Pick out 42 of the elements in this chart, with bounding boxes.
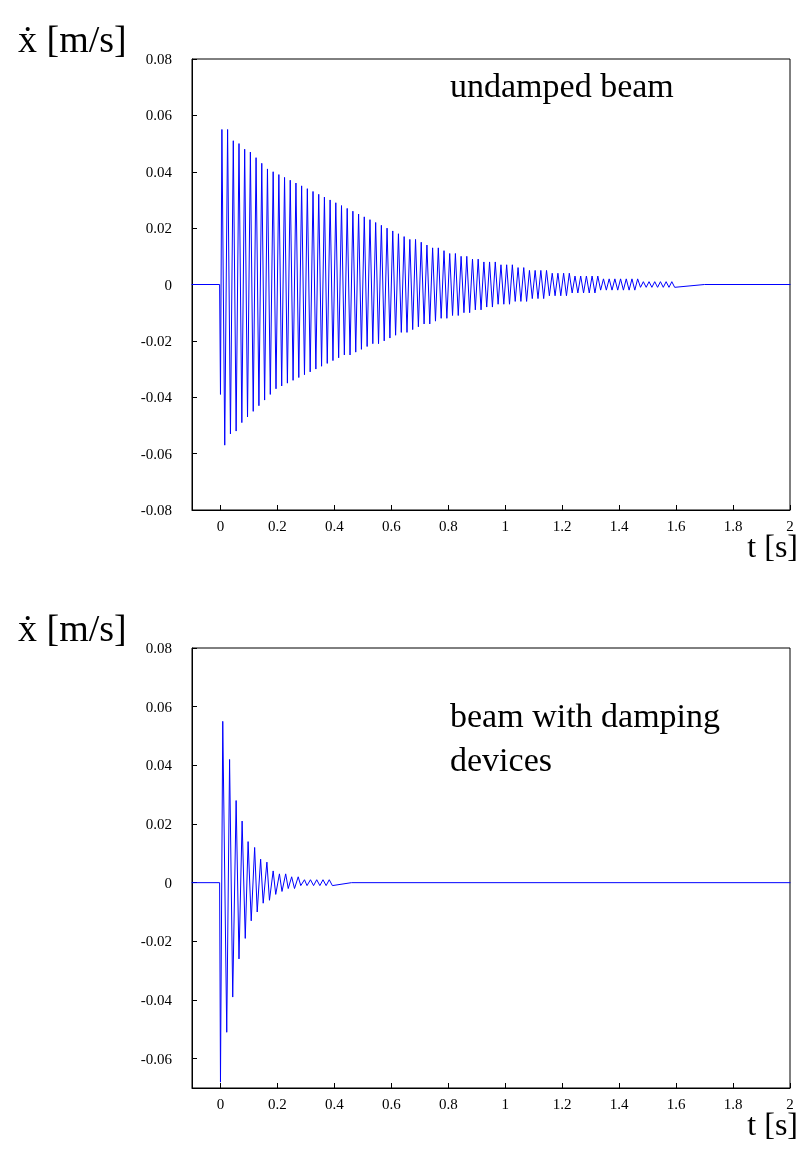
y-tick-label: 0 [164, 276, 172, 293]
x-tick-label: 0 [216, 517, 225, 534]
y-tick-label: -0.04 [140, 389, 173, 406]
x-tick-label: 0.6 [381, 517, 402, 534]
y-tick-label: 0.02 [145, 816, 172, 832]
x-tick-label: 0.4 [325, 517, 345, 534]
x-tick-label: 0 [216, 1095, 225, 1112]
y-axis-title: ẋ [m/s] [18, 607, 127, 649]
x-tick-label: 1.6 [666, 517, 686, 534]
annotation: beam with damping devices [450, 696, 729, 778]
x-tick-label: 1.2 [552, 1095, 572, 1112]
y-tick-label: 0.04 [145, 163, 173, 180]
y-tick-label: -0.02 [140, 933, 172, 950]
x-tick-label: 1 [501, 1095, 509, 1112]
y-tick-label: -0.06 [140, 445, 173, 462]
y-axis-title: ẋ [m/s] [18, 18, 127, 60]
y-tick-label: 0.08 [145, 51, 172, 67]
x-tick-label: 0.2 [268, 1095, 287, 1112]
y-tick-label: -0.04 [140, 992, 173, 1008]
x-tick-label: 0.4 [325, 1095, 345, 1112]
x-tick-label: 0.6 [381, 1095, 402, 1112]
y-tick-label: -0.06 [140, 1050, 173, 1067]
x-tick-label: 1.8 [723, 1095, 743, 1112]
x-tick-label: 1.4 [609, 517, 630, 534]
x-tick-label: 1.6 [666, 1095, 686, 1112]
y-tick-label: 0.06 [145, 698, 173, 715]
x-tick-label: 1 [501, 517, 509, 534]
y-tick-label: 0.06 [145, 107, 173, 124]
y-tick-label: 0.08 [145, 640, 172, 656]
y-tick-label: 0.04 [145, 757, 173, 774]
x-tick-label: 0.8 [438, 1095, 458, 1112]
y-tick-label: -0.08 [140, 502, 172, 518]
y-tick-label: -0.02 [140, 332, 172, 349]
y-tick-label: 0.02 [145, 220, 172, 237]
x-tick-label: 0.8 [438, 517, 458, 534]
line-series [191, 128, 791, 446]
x-tick-label: 1.4 [609, 1095, 630, 1112]
y-tick-label: 0 [164, 874, 172, 891]
x-tick-label: 1.2 [552, 517, 572, 534]
x-tick-label: 1.8 [723, 517, 743, 534]
x-tick-label: 0.2 [268, 517, 287, 534]
annotation: undamped beam [450, 66, 674, 104]
